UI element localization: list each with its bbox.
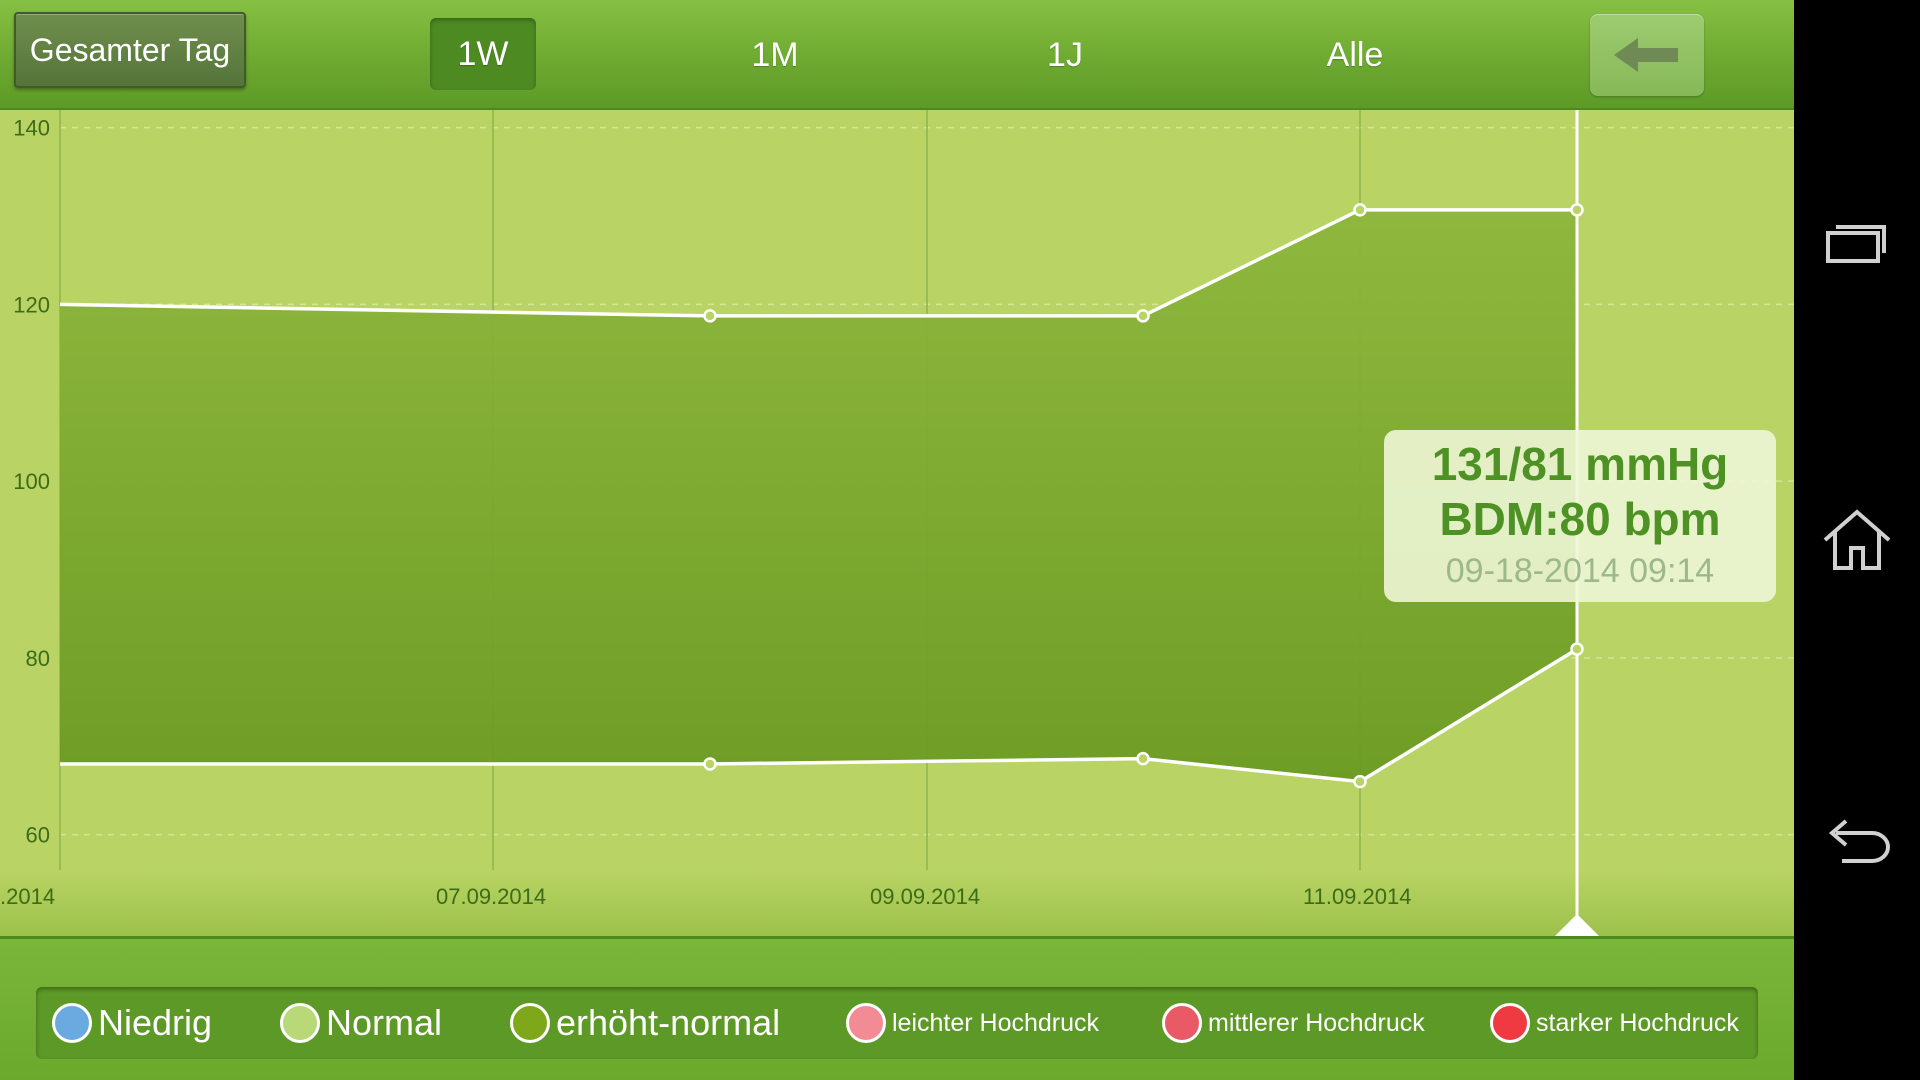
legend-dot-icon — [52, 1003, 92, 1043]
y-tick-label: 120 — [13, 292, 50, 317]
data-points — [703, 203, 1584, 789]
legend-label: erhöht-normal — [556, 1002, 781, 1043]
legend-item-normal: Normal — [280, 987, 442, 1059]
legend-dot-icon — [510, 1003, 550, 1043]
data-point — [1136, 751, 1150, 766]
y-tick-label: 80 — [26, 646, 50, 671]
legend-item-starker-hochdruck: starker Hochdruck — [1490, 987, 1739, 1059]
legend: Niedrig Normal erhöht-normal leichter Ho… — [36, 987, 1758, 1059]
back-icon — [1828, 819, 1890, 863]
legend-item-niedrig: Niedrig — [52, 987, 212, 1059]
recent-apps-button[interactable] — [1794, 182, 1920, 302]
legend-label: mittlerer Hochdruck — [1208, 1008, 1425, 1037]
y-tick-label: 60 — [26, 823, 50, 848]
data-point — [703, 309, 717, 323]
y-tick-label: 100 — [13, 469, 50, 494]
tooltip-pulse: BDM:80 bpm — [1439, 493, 1721, 545]
range-1j-button[interactable]: 1J — [1047, 35, 1083, 74]
data-point — [1136, 309, 1150, 323]
system-nav-bar — [1794, 0, 1920, 1080]
data-point — [1570, 203, 1584, 217]
legend-item-mittlerer-hochdruck: mittlerer Hochdruck — [1162, 987, 1425, 1059]
reading-tooltip: 131/81 mmHg BDM:80 bpm 09-18-2014 09:14 — [1384, 430, 1776, 602]
range-toolbar: Gesamter Tag 1W 1M 1J Alle — [0, 0, 1794, 110]
legend-label: Niedrig — [98, 1002, 213, 1043]
legend-dot-icon — [280, 1003, 320, 1043]
range-1w-button[interactable]: 1W — [430, 18, 536, 90]
x-tick-label: .2014 — [0, 884, 55, 909]
legend-label: leichter Hochdruck — [892, 1008, 1100, 1037]
recent-apps-icon — [1826, 225, 1886, 263]
data-point — [703, 757, 717, 771]
x-tick-label: 11.09.2014 — [1303, 884, 1411, 909]
x-axis-band — [0, 870, 1794, 936]
legend-label: starker Hochdruck — [1536, 1008, 1739, 1037]
cursor-marker — [1555, 914, 1599, 936]
data-point — [1570, 642, 1584, 656]
legend-dot-icon — [1490, 1003, 1530, 1043]
y-tick-label: 140 — [13, 116, 50, 141]
area-fill — [60, 209, 1577, 782]
app-window: Gesamter Tag 1W 1M 1J Alle 140 120 100 — [0, 0, 1794, 1080]
whole-day-button[interactable]: Gesamter Tag — [14, 12, 246, 88]
legend-label: Normal — [326, 1002, 443, 1043]
data-point — [1353, 774, 1367, 789]
tooltip-timestamp: 09-18-2014 09:14 — [1445, 552, 1715, 590]
back-arrow-icon — [1614, 38, 1678, 72]
blood-pressure-chart[interactable]: 140 120 100 80 60 .2014 07.09.2014 09.09.2014 1… — [0, 110, 1794, 936]
range-all-button[interactable]: Alle — [1326, 35, 1384, 74]
y-axis-ticks: 140 120 100 80 60 — [13, 116, 50, 848]
x-tick-label: 09.09.2014 — [870, 884, 980, 909]
x-tick-label: 07.09.2014 — [436, 884, 546, 909]
back-button[interactable] — [1590, 14, 1704, 96]
legend-dot-icon — [846, 1003, 886, 1043]
legend-item-erhoeht-normal: erhöht-normal — [510, 987, 780, 1059]
range-1m-button[interactable]: 1M — [751, 35, 799, 74]
legend-dot-icon — [1162, 1003, 1202, 1043]
tooltip-pressure: 131/81 mmHg — [1431, 438, 1729, 490]
x-axis-ticks: .2014 07.09.2014 09.09.2014 11.09.2014 — [0, 884, 1411, 909]
system-back-button[interactable] — [1794, 780, 1920, 900]
data-point — [1353, 203, 1367, 217]
legend-area: Niedrig Normal erhöht-normal leichter Ho… — [0, 936, 1794, 1080]
range-area — [60, 209, 1577, 782]
home-icon — [1823, 509, 1891, 570]
legend-item-leichter-hochdruck: leichter Hochdruck — [846, 987, 1099, 1059]
home-button[interactable] — [1794, 480, 1920, 600]
